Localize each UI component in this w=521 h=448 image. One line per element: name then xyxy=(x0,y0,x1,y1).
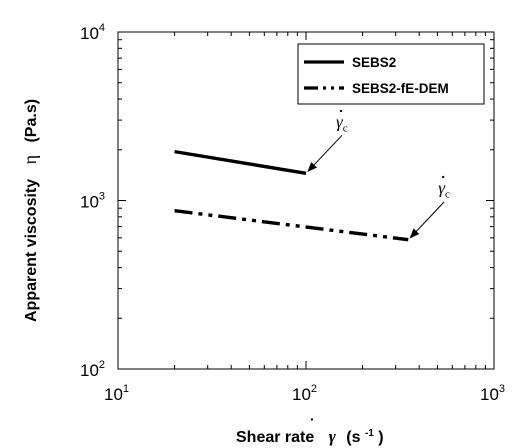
y-axis-label-symbol: η xyxy=(20,155,40,164)
x-tick-label: 103 xyxy=(480,383,505,404)
annotation-label-2: γc xyxy=(438,179,450,201)
y-tick-label: 103 xyxy=(80,191,105,212)
y-tick-label: 102 xyxy=(80,359,105,380)
x-axis-label-symbol: γ xyxy=(329,427,337,446)
x-axis-label-open: (s xyxy=(346,429,360,446)
annotation-label-1: γc xyxy=(336,112,348,134)
annotation-arrow-1 xyxy=(307,134,343,173)
x-tick-label: 102 xyxy=(292,383,317,404)
y-axis-label: Apparent viscosity η (Pa.s) xyxy=(20,99,40,322)
annotation-dot-1: · xyxy=(339,102,344,118)
legend: SEBS2 SEBS2-fE-DEM xyxy=(297,43,485,105)
tick-labels: 101 102 103 102 103 104 xyxy=(80,22,505,404)
legend-label-series-2: SEBS2-fE-DEM xyxy=(352,81,449,96)
x-axis-label-dot: · xyxy=(310,411,315,427)
x-axis-label: Shear rate γ (s -1 ) xyxy=(236,423,384,446)
annotation-dot-2: · xyxy=(441,169,446,185)
tick-marks xyxy=(117,31,495,370)
legend-box xyxy=(297,43,485,105)
x-axis-label-prefix: Shear rate xyxy=(236,429,314,446)
y-tick-label: 104 xyxy=(80,22,105,43)
y-axis-label-units: (Pa.s) xyxy=(23,99,40,143)
x-axis-label-close: ) xyxy=(378,429,383,446)
x-axis-label-exp: -1 xyxy=(365,428,374,439)
y-axis-label-prefix: Apparent viscosity xyxy=(23,179,40,322)
x-tick-label: 101 xyxy=(104,383,129,404)
series-line-1 xyxy=(174,149,307,175)
annotation-arrow-2 xyxy=(409,201,445,239)
legend-label-series-1: SEBS2 xyxy=(352,55,396,70)
annotations: γc·γc· xyxy=(307,102,450,239)
series-lines xyxy=(174,149,409,242)
